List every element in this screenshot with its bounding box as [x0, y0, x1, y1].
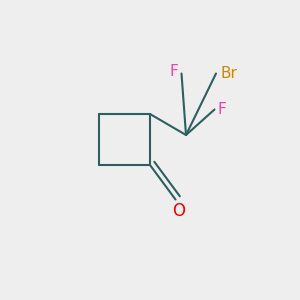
Text: O: O: [172, 202, 185, 220]
Text: Br: Br: [220, 66, 237, 81]
Text: F: F: [218, 102, 226, 117]
Text: F: F: [170, 64, 178, 80]
